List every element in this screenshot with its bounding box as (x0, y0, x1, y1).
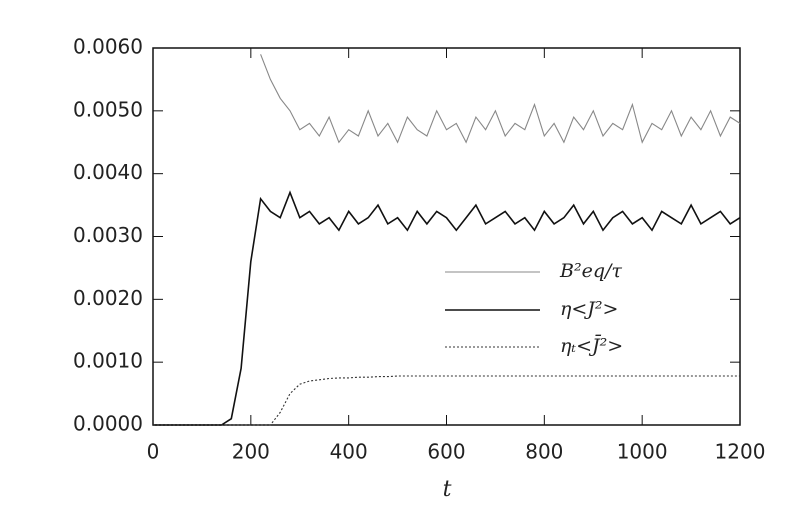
x-tick-label: 1000 (617, 440, 668, 464)
y-tick-label: 0.0010 (73, 349, 143, 373)
series-line (260, 54, 741, 144)
series-line (153, 190, 741, 426)
legend-label: B²eq/τ (559, 260, 622, 282)
x-tick-label: 800 (525, 440, 563, 464)
y-tick-label: 0.0030 (73, 223, 143, 247)
legend: B²eq/τ η<J²> ηₜ<J̄²> (445, 260, 623, 357)
y-tick-label: 0.0000 (73, 412, 143, 436)
legend-label: η<J²> (560, 298, 618, 320)
y-tick-label: 0.0020 (73, 286, 143, 310)
x-tick-label: 1200 (715, 440, 766, 464)
x-tick-label: 0 (147, 440, 160, 464)
x-tick-label: 200 (232, 440, 270, 464)
x-tick-label: 600 (427, 440, 465, 464)
x-axis-label: t (443, 477, 452, 502)
y-tick-label: 0.0060 (73, 35, 143, 59)
y-tick-label: 0.0050 (73, 97, 143, 121)
series-line (153, 375, 740, 426)
legend-label: ηₜ<J̄²> (560, 334, 623, 357)
y-tick-label: 0.0040 (73, 160, 143, 184)
x-tick-label: 400 (330, 440, 368, 464)
